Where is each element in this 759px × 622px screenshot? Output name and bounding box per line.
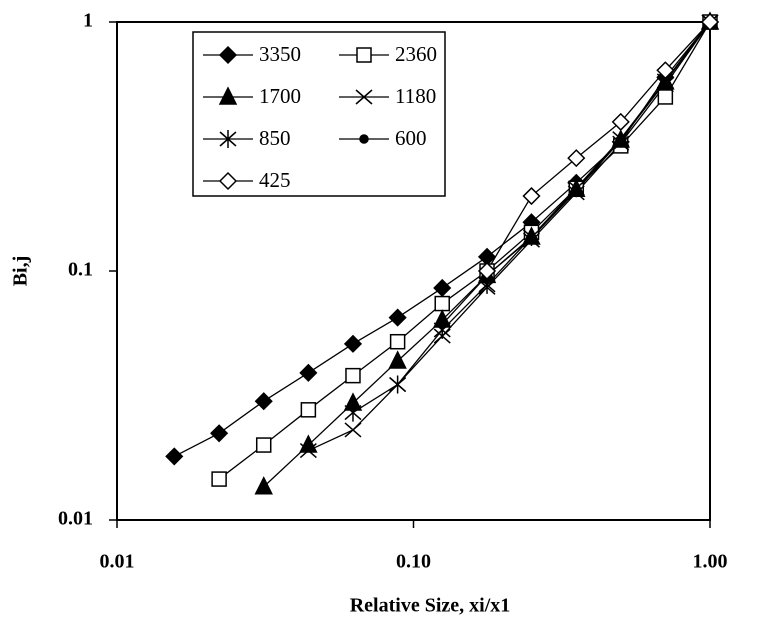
- legend-label: 3350: [259, 42, 301, 66]
- marker: [343, 334, 363, 353]
- legend-marker: [218, 171, 238, 191]
- marker: [254, 392, 273, 411]
- series-line: [308, 21, 711, 452]
- marker: [567, 149, 586, 168]
- marker: [254, 476, 273, 495]
- x-tick-label: 0.10: [396, 551, 431, 573]
- marker: [344, 422, 362, 438]
- x-tick-label: 1.00: [693, 551, 728, 573]
- legend: 3350 2360 1700 1180 850 600 425: [203, 42, 437, 192]
- legend-marker: [219, 130, 237, 148]
- legend-label: 425: [259, 168, 291, 192]
- series-line: [486, 21, 711, 272]
- legend-marker: [355, 89, 373, 105]
- marker: [388, 350, 407, 369]
- marker: [300, 402, 317, 418]
- x-tick-label: 0.01: [100, 551, 135, 573]
- marker: [211, 471, 227, 487]
- marker: [656, 61, 675, 80]
- legend-marker: [359, 134, 369, 144]
- marker: [210, 424, 229, 443]
- legend-marker: [218, 45, 238, 65]
- legend-marker: [356, 47, 372, 63]
- marker: [526, 232, 537, 243]
- legend-marker: [218, 86, 238, 105]
- marker: [657, 89, 674, 105]
- marker: [345, 367, 361, 384]
- marker: [437, 319, 447, 330]
- legend-label: 2360: [395, 42, 437, 66]
- marker: [389, 333, 406, 350]
- legend-label: 850: [259, 126, 291, 150]
- marker: [165, 447, 184, 466]
- legend-label: 1700: [259, 84, 301, 108]
- marker: [389, 375, 407, 394]
- marker: [611, 112, 630, 131]
- y-tick-label: 1: [83, 10, 93, 32]
- marker: [522, 186, 541, 206]
- legend-box: [192, 31, 446, 197]
- marker: [433, 278, 452, 298]
- marker: [388, 308, 407, 327]
- legend-label: 1180: [395, 84, 436, 108]
- y-tick-label: 0.01: [58, 508, 93, 530]
- marker: [700, 12, 720, 32]
- marker: [477, 261, 497, 281]
- y-tick-label: 0.1: [68, 259, 93, 281]
- y-axis-title: Bi,j: [10, 256, 32, 287]
- marker: [615, 135, 626, 145]
- marker: [344, 403, 362, 422]
- marker: [299, 443, 317, 459]
- legend-label: 600: [395, 126, 427, 150]
- marker: [255, 437, 272, 453]
- x-axis-title: Relative Size, xi/x1: [350, 595, 511, 617]
- marker: [571, 186, 582, 196]
- marker: [299, 363, 318, 382]
- marker: [434, 295, 450, 312]
